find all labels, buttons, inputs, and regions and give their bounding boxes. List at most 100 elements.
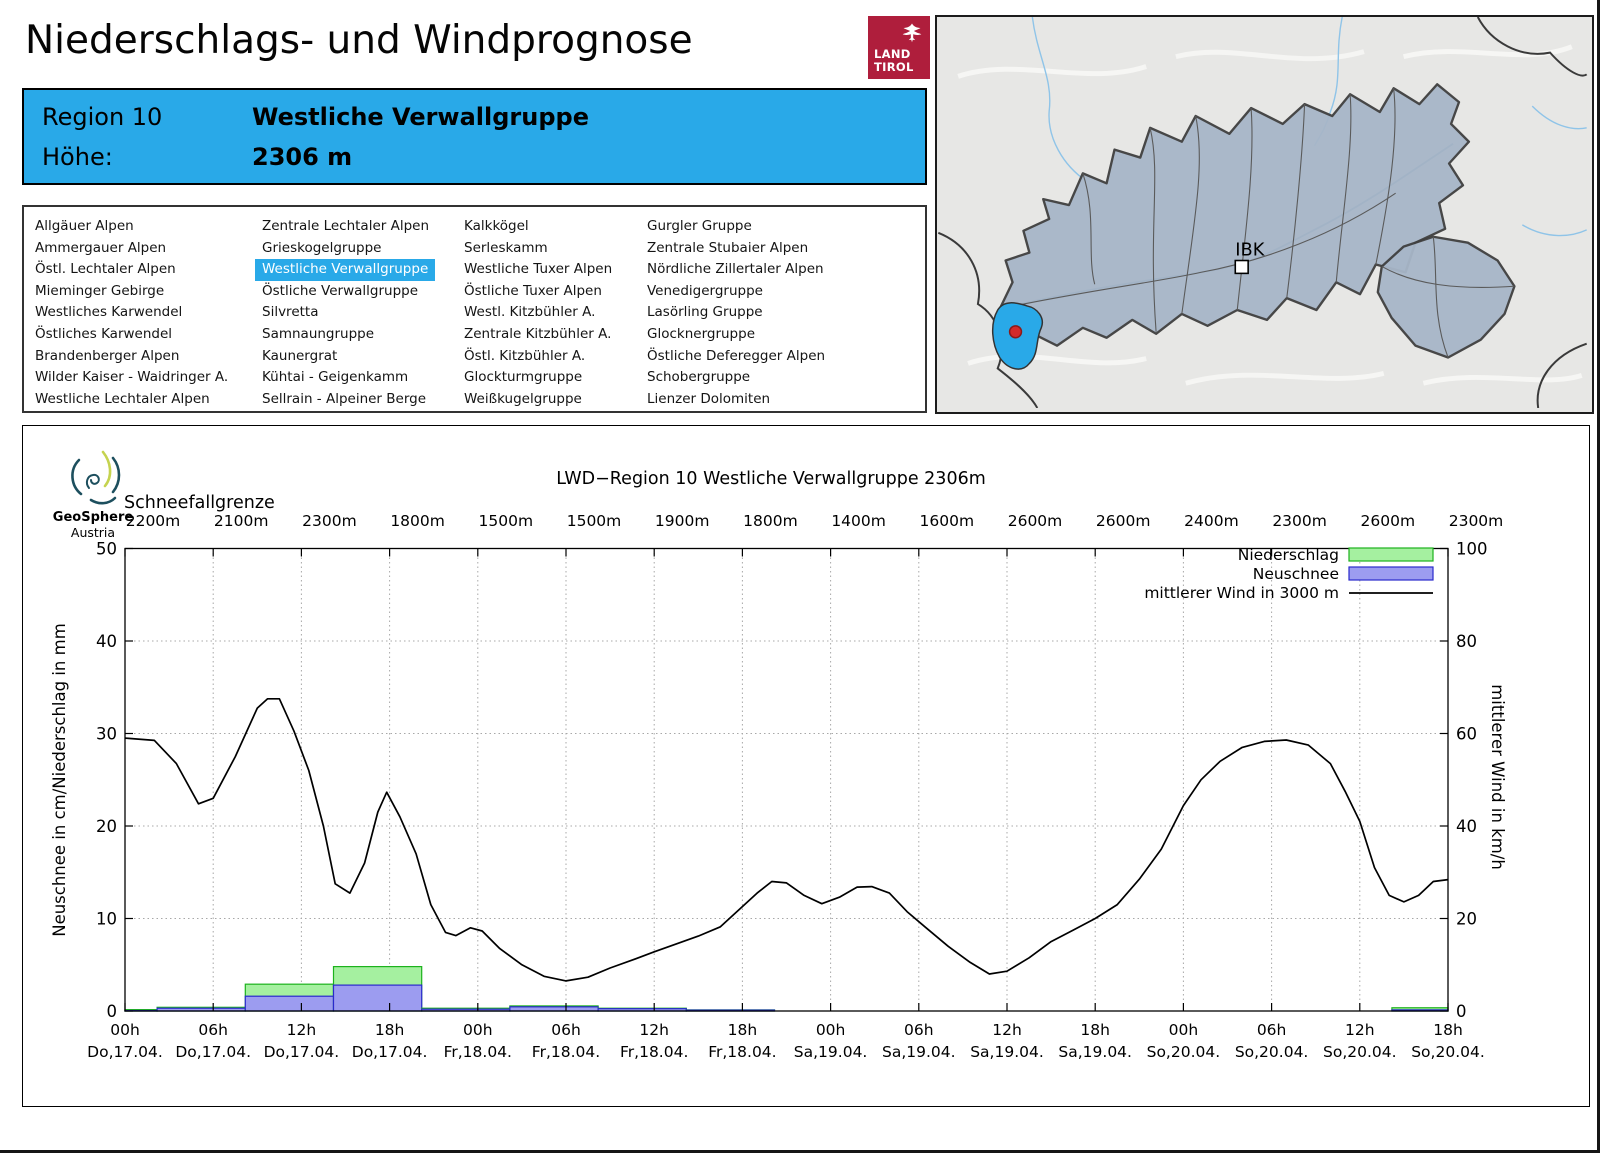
region-list-item[interactable]: Weißkugelgruppe <box>464 390 582 407</box>
right-axis-tick-label: 80 <box>1456 632 1477 651</box>
right-axis-tick-label: 60 <box>1456 725 1477 744</box>
region-list-item[interactable]: Silvretta <box>262 304 319 321</box>
region-list-item[interactable]: Venedigergruppe <box>647 282 763 299</box>
plot-border <box>124 547 1449 1012</box>
x-date-label: Sa,19.04. <box>882 1043 956 1061</box>
region-list-column: Kalkkögel Serleskamm Westliche Tuxer Alpen… <box>464 216 612 410</box>
x-date-label: Do,17.04. <box>87 1043 163 1061</box>
x-date-label: Do,17.04. <box>175 1043 251 1061</box>
snowline-value: 2200m <box>126 512 181 530</box>
x-date-label: Fr,18.04. <box>620 1043 688 1061</box>
snowline-value: 2600m <box>1096 512 1151 530</box>
region-list-item[interactable]: Grieskogelgruppe <box>262 239 382 256</box>
region-list-item[interactable]: Östl. Kitzbühler A. <box>464 347 586 364</box>
snowline-value: 1500m <box>567 512 622 530</box>
region-list-item[interactable]: Westliche Tuxer Alpen <box>464 261 613 278</box>
wind-line <box>124 697 1449 982</box>
geosphere-sub: Austria <box>71 525 115 540</box>
snowline-value: 2300m <box>302 512 357 530</box>
snowline-value: 2300m <box>1272 512 1327 530</box>
snowline-value: 1600m <box>920 512 975 530</box>
x-date-label: Fr,18.04. <box>444 1043 512 1061</box>
region-list-item[interactable]: Östliche Verwallgruppe <box>262 282 419 299</box>
altitude-value: 2306 m <box>252 143 353 171</box>
x-date-label: So,20.04. <box>1147 1043 1221 1061</box>
new-snow-bar <box>332 984 423 1012</box>
forecast-chart-panel: GeoSphere Austria LWD−Region 10 Westlich… <box>22 425 1590 1107</box>
region-list-item[interactable]: Westliches Karwendel <box>35 304 183 321</box>
snowline-value: 2400m <box>1184 512 1239 530</box>
x-hour-label: 06h <box>551 1021 581 1039</box>
snowline-value: 2100m <box>214 512 269 530</box>
legend-label: mittlerer Wind in 3000 m <box>1144 584 1339 602</box>
x-hour-label: 18h <box>1080 1021 1110 1039</box>
selected-region-marker-dot <box>1008 325 1023 339</box>
region-list-item[interactable]: Allgäuer Alpen <box>35 218 134 234</box>
region-list-item[interactable]: Glockturmgruppe <box>464 369 583 386</box>
x-hour-label: 00h <box>1169 1021 1199 1039</box>
right-axis-tick-label: 100 <box>1456 540 1488 559</box>
region-list-item[interactable]: Östliche Deferegger Alpen <box>647 347 826 364</box>
snowline-value: 2300m <box>1449 512 1504 530</box>
region-list-item[interactable]: Wilder Kaiser - Waidringer A. <box>35 369 229 386</box>
tirol-regions-shape[interactable] <box>998 83 1471 347</box>
left-axis-tick-label: 10 <box>96 910 117 929</box>
region-list-item[interactable]: Glocknergruppe <box>647 325 756 342</box>
region-list-item[interactable]: Mieminger Gebirge <box>35 282 165 299</box>
legend-swatch <box>1348 547 1434 562</box>
region-list-item[interactable]: Ammergauer Alpen <box>35 239 167 256</box>
region-name-value: Westliche Verwallgruppe <box>252 103 589 131</box>
page-title: Niederschlags- und Windprognose <box>25 18 693 63</box>
region-list-item[interactable]: Zentrale Stubaier Alpen <box>647 239 809 256</box>
region-list: Allgäuer Alpen Ammergauer Alpen Östl. Lech… <box>22 205 927 413</box>
region-list-item[interactable]: Kalkkögel <box>464 218 529 234</box>
left-axis-title: Neuschnee in cm/Niederschlag in mm <box>50 623 69 937</box>
x-hour-label: 18h <box>375 1021 405 1039</box>
left-axis-tick-label: 50 <box>96 540 117 559</box>
innsbruck-label: IBK <box>1235 240 1265 261</box>
geosphere-name: GeoSphere <box>53 510 134 525</box>
region-list-item[interactable]: Zentrale Kitzbühler A. <box>464 325 612 342</box>
left-axis-tick-label: 30 <box>96 725 117 744</box>
region-list-item[interactable]: Östliche Tuxer Alpen <box>464 282 602 299</box>
land-tirol-logo: LAND TIROL <box>868 16 930 79</box>
region-list-item[interactable]: Schobergruppe <box>647 369 751 386</box>
x-hour-label: 00h <box>110 1021 140 1039</box>
region-info-box: Region 10 Westliche Verwallgruppe Höhe: 23… <box>22 88 927 185</box>
region-list-item[interactable]: Lienzer Dolomiten <box>647 390 771 407</box>
snowline-value: 1500m <box>479 512 534 530</box>
legend-label: Neuschnee <box>1253 565 1339 583</box>
x-hour-label: 06h <box>198 1021 228 1039</box>
x-hour-label: 12h <box>287 1021 317 1039</box>
region-list-item[interactable]: Zentrale Lechtaler Alpen <box>262 218 430 234</box>
region-list-item[interactable]: Östliches Karwendel <box>35 325 173 342</box>
x-date-label: So,20.04. <box>1323 1043 1397 1061</box>
snowline-label: Schneefallgrenze <box>124 493 275 513</box>
x-hour-label: 18h <box>1433 1021 1463 1039</box>
land-tirol-wordmark: LAND TIROL <box>874 47 914 74</box>
region-boundary-lines <box>999 88 1515 358</box>
region-number-label: Region 10 <box>42 103 163 131</box>
x-date-label: So,20.04. <box>1235 1043 1309 1061</box>
region-list-item-selected[interactable]: Westliche Verwallgruppe <box>255 259 436 281</box>
region-list-item[interactable]: Kühtai - Geigenkamm <box>262 369 409 386</box>
region-list-item[interactable]: Samnaungruppe <box>262 325 375 342</box>
region-list-column: Zentrale Lechtaler Alpen Grieskogelgruppe… <box>255 216 436 410</box>
region-list-item[interactable]: Brandenberger Alpen <box>35 347 180 364</box>
region-list-item[interactable]: Lasörling Gruppe <box>647 304 763 321</box>
region-list-item[interactable]: Westl. Kitzbühler A. <box>464 304 596 321</box>
region-list-item[interactable]: Sellrain - Alpeiner Berge <box>262 390 427 407</box>
region-list-item[interactable]: Gurgler Gruppe <box>647 218 752 234</box>
snowline-value: 2600m <box>1008 512 1063 530</box>
snowline-value: 1800m <box>390 512 445 530</box>
x-date-label: So,20.04. <box>1411 1043 1485 1061</box>
x-date-label: Fr,18.04. <box>532 1043 600 1061</box>
right-axis-tick-label: 0 <box>1456 1002 1467 1021</box>
region-list-item[interactable]: Serleskamm <box>464 239 548 256</box>
region-list-item[interactable]: Westliche Lechtaler Alpen <box>35 390 210 407</box>
x-date-label: Sa,19.04. <box>970 1043 1044 1061</box>
right-axis-tick-label: 20 <box>1456 910 1477 929</box>
region-list-item[interactable]: Kaunergrat <box>262 347 338 364</box>
region-list-item[interactable]: Östl. Lechtaler Alpen <box>35 261 176 278</box>
region-list-item[interactable]: Nördliche Zillertaler Alpen <box>647 261 824 278</box>
